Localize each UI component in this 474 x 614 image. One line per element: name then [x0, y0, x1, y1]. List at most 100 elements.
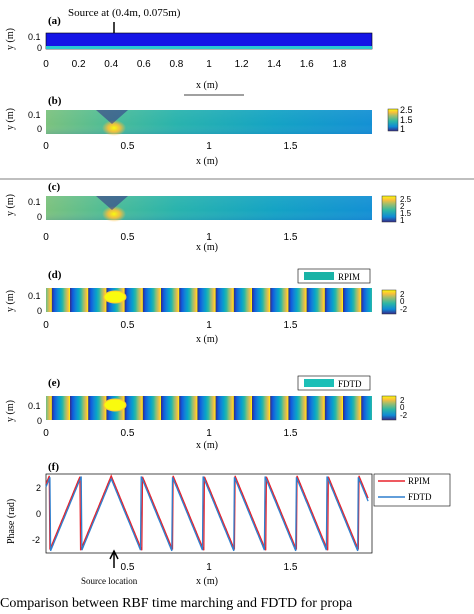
ylabel-e: y (m)	[5, 400, 16, 422]
xtick-label: 0.2	[72, 59, 86, 70]
cbar-d-0: 2	[400, 290, 405, 299]
ytick-c-0: 0.1	[28, 197, 41, 207]
xtick-label: 0.4	[104, 59, 118, 70]
xlabel-c: x (m)	[196, 242, 218, 253]
source-blob-d	[103, 290, 127, 304]
phase-field-e	[46, 396, 372, 420]
xtick-label: 0.5	[121, 562, 135, 573]
colorbar-b	[387, 108, 399, 132]
xticks-b: 0 0.5 1 1.5	[43, 141, 298, 152]
xlabel-e: x (m)	[196, 440, 218, 451]
cbar-b-2: 1	[400, 124, 405, 134]
colorbar-d	[381, 289, 397, 315]
xtick-label: 0	[43, 232, 49, 243]
panel-label-a: (a)	[48, 15, 61, 27]
xtick-label: 0.5	[121, 232, 135, 243]
colorbar-c	[381, 195, 397, 223]
cbar-d-1: 0	[400, 297, 405, 306]
source-shadow-c	[96, 196, 128, 210]
source-blob-e	[103, 398, 127, 412]
panel-e: (e) FDTD y (m) 0.1 0 0 0.5 1 1.5 x (m) 2 0 …	[5, 375, 408, 451]
ylabel-b: y (m)	[5, 108, 16, 130]
source-location-arrow	[109, 549, 119, 568]
legend-label-d: RPIM	[338, 272, 360, 282]
cbar-b-0: 2.5	[400, 105, 413, 115]
xtick-label: 1	[206, 562, 212, 573]
ytick-b-1: 0	[37, 124, 42, 134]
xlabel-a: x (m)	[196, 80, 218, 91]
cbar-b-1: 1.5	[400, 115, 413, 125]
xtick-label: 1.5	[284, 232, 298, 243]
ytick-f-0: 2	[36, 483, 41, 493]
xtick-label: 1.2	[235, 59, 249, 70]
source-location-label: Source location	[81, 576, 138, 586]
xlabel-d: x (m)	[196, 334, 218, 345]
panel-label-e: (e)	[48, 377, 61, 389]
panel-f: (f) Phase (rad) 2 0 -2 0.5 1 1.5 x (m) Sou…	[6, 461, 451, 587]
plot-area-f	[45, 473, 373, 554]
legend-label-e: FDTD	[338, 379, 362, 389]
panel-label-f: (f)	[48, 461, 59, 473]
xticks-a: 0 0.2 0.4 0.6 0.8 1 1.2 1.4 1.6 1.8	[43, 59, 347, 70]
panel-label-c: (c)	[48, 181, 61, 193]
xtick-label: 1.8	[332, 59, 346, 70]
xtick-label: 1	[206, 141, 212, 152]
ytick-d-0: 0.1	[28, 291, 41, 301]
legend-swatch-d	[304, 272, 334, 280]
xticks-c: 0 0.5 1 1.5	[43, 232, 298, 243]
xticks-d: 0 0.5 1 1.5	[43, 320, 298, 331]
xtick-label: 1	[206, 428, 212, 439]
series-line-rpim	[45, 474, 369, 551]
xticks-f: 0.5 1 1.5	[121, 562, 298, 573]
xtick-label: 1	[206, 232, 212, 243]
field-b-shade	[46, 110, 372, 134]
xtick-label: 1.5	[284, 141, 298, 152]
xtick-label: 1.5	[284, 562, 298, 573]
ytick-b-0: 0.1	[28, 110, 41, 120]
phase-field-d	[46, 288, 372, 312]
legend-swatch-e	[304, 379, 334, 387]
xtick-label: 1.6	[300, 59, 314, 70]
colorbar-e	[381, 395, 397, 421]
legend-box-f	[373, 473, 451, 507]
xtick-label: 0.8	[169, 59, 183, 70]
ylabel-c: y (m)	[5, 194, 16, 216]
ytick-d-1: 0	[37, 306, 42, 316]
ylabel-a: y (m)	[5, 28, 16, 50]
xtick-label: 1.5	[284, 320, 298, 331]
xtick-label: 1.5	[284, 428, 298, 439]
figure-caption: Comparison between RBF time marching and…	[0, 596, 353, 611]
xlabel-b: x (m)	[196, 156, 218, 167]
ytick-f-2: -2	[32, 535, 40, 545]
xtick-label: 0	[43, 141, 49, 152]
panel-a: (a) Source at (0.4m, 0.075m) y (m) 0.1 0…	[5, 7, 373, 96]
xtick-label: 0.5	[121, 320, 135, 331]
cbar-e-2: -2	[400, 411, 408, 420]
panel-label-d: (d)	[48, 269, 62, 281]
domain-boundary-a	[46, 46, 372, 49]
xtick-label: 0.6	[137, 59, 151, 70]
source-shadow-b	[96, 110, 128, 124]
cbar-c-1: 2	[400, 202, 405, 211]
xlabel-f: x (m)	[196, 576, 218, 587]
legend-label-fdtd: FDTD	[408, 492, 432, 502]
ytick-e-1: 0	[37, 416, 42, 426]
ytick-a-1: 0	[37, 43, 42, 53]
panel-label-b: (b)	[48, 95, 62, 107]
xtick-label: 1	[206, 320, 212, 331]
ytick-a-0: 0.1	[28, 32, 41, 42]
panel-d: (d) RPIM y (m) 0.1 0 0 0.5 1 1.5 x (m) 2 0 …	[5, 268, 408, 345]
ytick-c-1: 0	[37, 212, 42, 222]
cbar-e-1: 0	[400, 403, 405, 412]
ytick-f-1: 0	[36, 509, 41, 519]
xtick-label: 0	[43, 428, 49, 439]
legend-f: RPIM FDTD	[373, 473, 451, 507]
cbar-e-0: 2	[400, 396, 405, 405]
xtick-label: 0.5	[121, 141, 135, 152]
field-c-shade	[46, 196, 372, 220]
hotspot-b	[102, 120, 126, 136]
cbar-c-3: 1	[400, 216, 405, 225]
ytick-e-0: 0.1	[28, 401, 41, 411]
xtick-label: 0	[43, 59, 49, 70]
xtick-label: 1.4	[267, 59, 281, 70]
